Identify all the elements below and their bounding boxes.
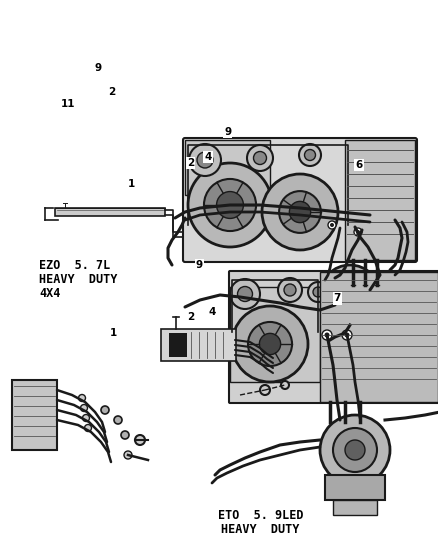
Circle shape xyxy=(237,287,252,302)
Circle shape xyxy=(354,228,362,236)
Circle shape xyxy=(82,415,89,422)
Circle shape xyxy=(248,322,292,366)
Circle shape xyxy=(262,174,338,250)
Circle shape xyxy=(188,163,272,247)
FancyBboxPatch shape xyxy=(183,138,417,262)
Circle shape xyxy=(135,435,145,445)
Circle shape xyxy=(254,151,266,165)
Circle shape xyxy=(322,330,332,340)
Bar xyxy=(333,500,377,515)
Circle shape xyxy=(232,306,308,382)
Text: 9: 9 xyxy=(224,127,231,137)
Circle shape xyxy=(247,145,273,171)
Text: EZO  5. 7L: EZO 5. 7L xyxy=(39,259,111,271)
Text: 4: 4 xyxy=(209,307,216,317)
Circle shape xyxy=(342,330,352,340)
Text: 4X4: 4X4 xyxy=(39,287,61,300)
Circle shape xyxy=(284,284,296,296)
Circle shape xyxy=(320,415,390,485)
Bar xyxy=(328,313,372,328)
Bar xyxy=(345,140,415,260)
Text: 7: 7 xyxy=(334,294,341,303)
Bar xyxy=(169,333,187,357)
Circle shape xyxy=(85,424,92,432)
Circle shape xyxy=(101,406,109,414)
Circle shape xyxy=(78,394,85,401)
Text: 6: 6 xyxy=(356,160,363,170)
Bar xyxy=(320,272,438,402)
Circle shape xyxy=(325,333,329,337)
Text: 9: 9 xyxy=(196,261,203,270)
FancyBboxPatch shape xyxy=(229,271,438,403)
Text: 4: 4 xyxy=(205,152,212,162)
Circle shape xyxy=(313,287,323,297)
Text: 2: 2 xyxy=(187,312,194,322)
Circle shape xyxy=(308,282,328,302)
Bar xyxy=(161,329,236,361)
Text: HEAVY  DUTY: HEAVY DUTY xyxy=(39,272,118,286)
Circle shape xyxy=(121,431,129,439)
Text: 11: 11 xyxy=(60,99,75,109)
Circle shape xyxy=(81,405,88,411)
Circle shape xyxy=(279,191,321,233)
Circle shape xyxy=(124,451,132,459)
Circle shape xyxy=(281,381,289,389)
Circle shape xyxy=(333,428,377,472)
Bar xyxy=(230,287,320,382)
Text: 1: 1 xyxy=(110,328,117,338)
Bar xyxy=(55,208,165,216)
Circle shape xyxy=(278,278,302,302)
Circle shape xyxy=(290,201,311,223)
Text: ETO  5. 9LED: ETO 5. 9LED xyxy=(218,509,304,522)
Circle shape xyxy=(114,416,122,424)
Circle shape xyxy=(204,179,256,231)
Circle shape xyxy=(345,333,350,337)
Circle shape xyxy=(304,149,315,160)
Circle shape xyxy=(259,333,281,354)
Bar xyxy=(325,475,385,500)
Bar xyxy=(12,380,57,450)
Circle shape xyxy=(230,279,260,309)
Circle shape xyxy=(330,223,334,227)
Circle shape xyxy=(197,152,213,168)
Circle shape xyxy=(260,385,270,395)
Circle shape xyxy=(330,275,370,315)
Circle shape xyxy=(320,265,380,325)
Text: 2: 2 xyxy=(187,158,194,167)
Bar xyxy=(185,140,270,195)
Circle shape xyxy=(356,230,360,234)
Text: 2: 2 xyxy=(108,87,115,96)
Circle shape xyxy=(345,440,365,460)
Text: HEAVY  DUTY: HEAVY DUTY xyxy=(222,523,300,533)
Circle shape xyxy=(328,221,336,229)
Circle shape xyxy=(216,191,244,219)
Circle shape xyxy=(189,144,221,176)
Text: 9: 9 xyxy=(95,63,102,73)
Circle shape xyxy=(299,144,321,166)
Text: 1: 1 xyxy=(128,179,135,189)
Circle shape xyxy=(340,285,360,305)
